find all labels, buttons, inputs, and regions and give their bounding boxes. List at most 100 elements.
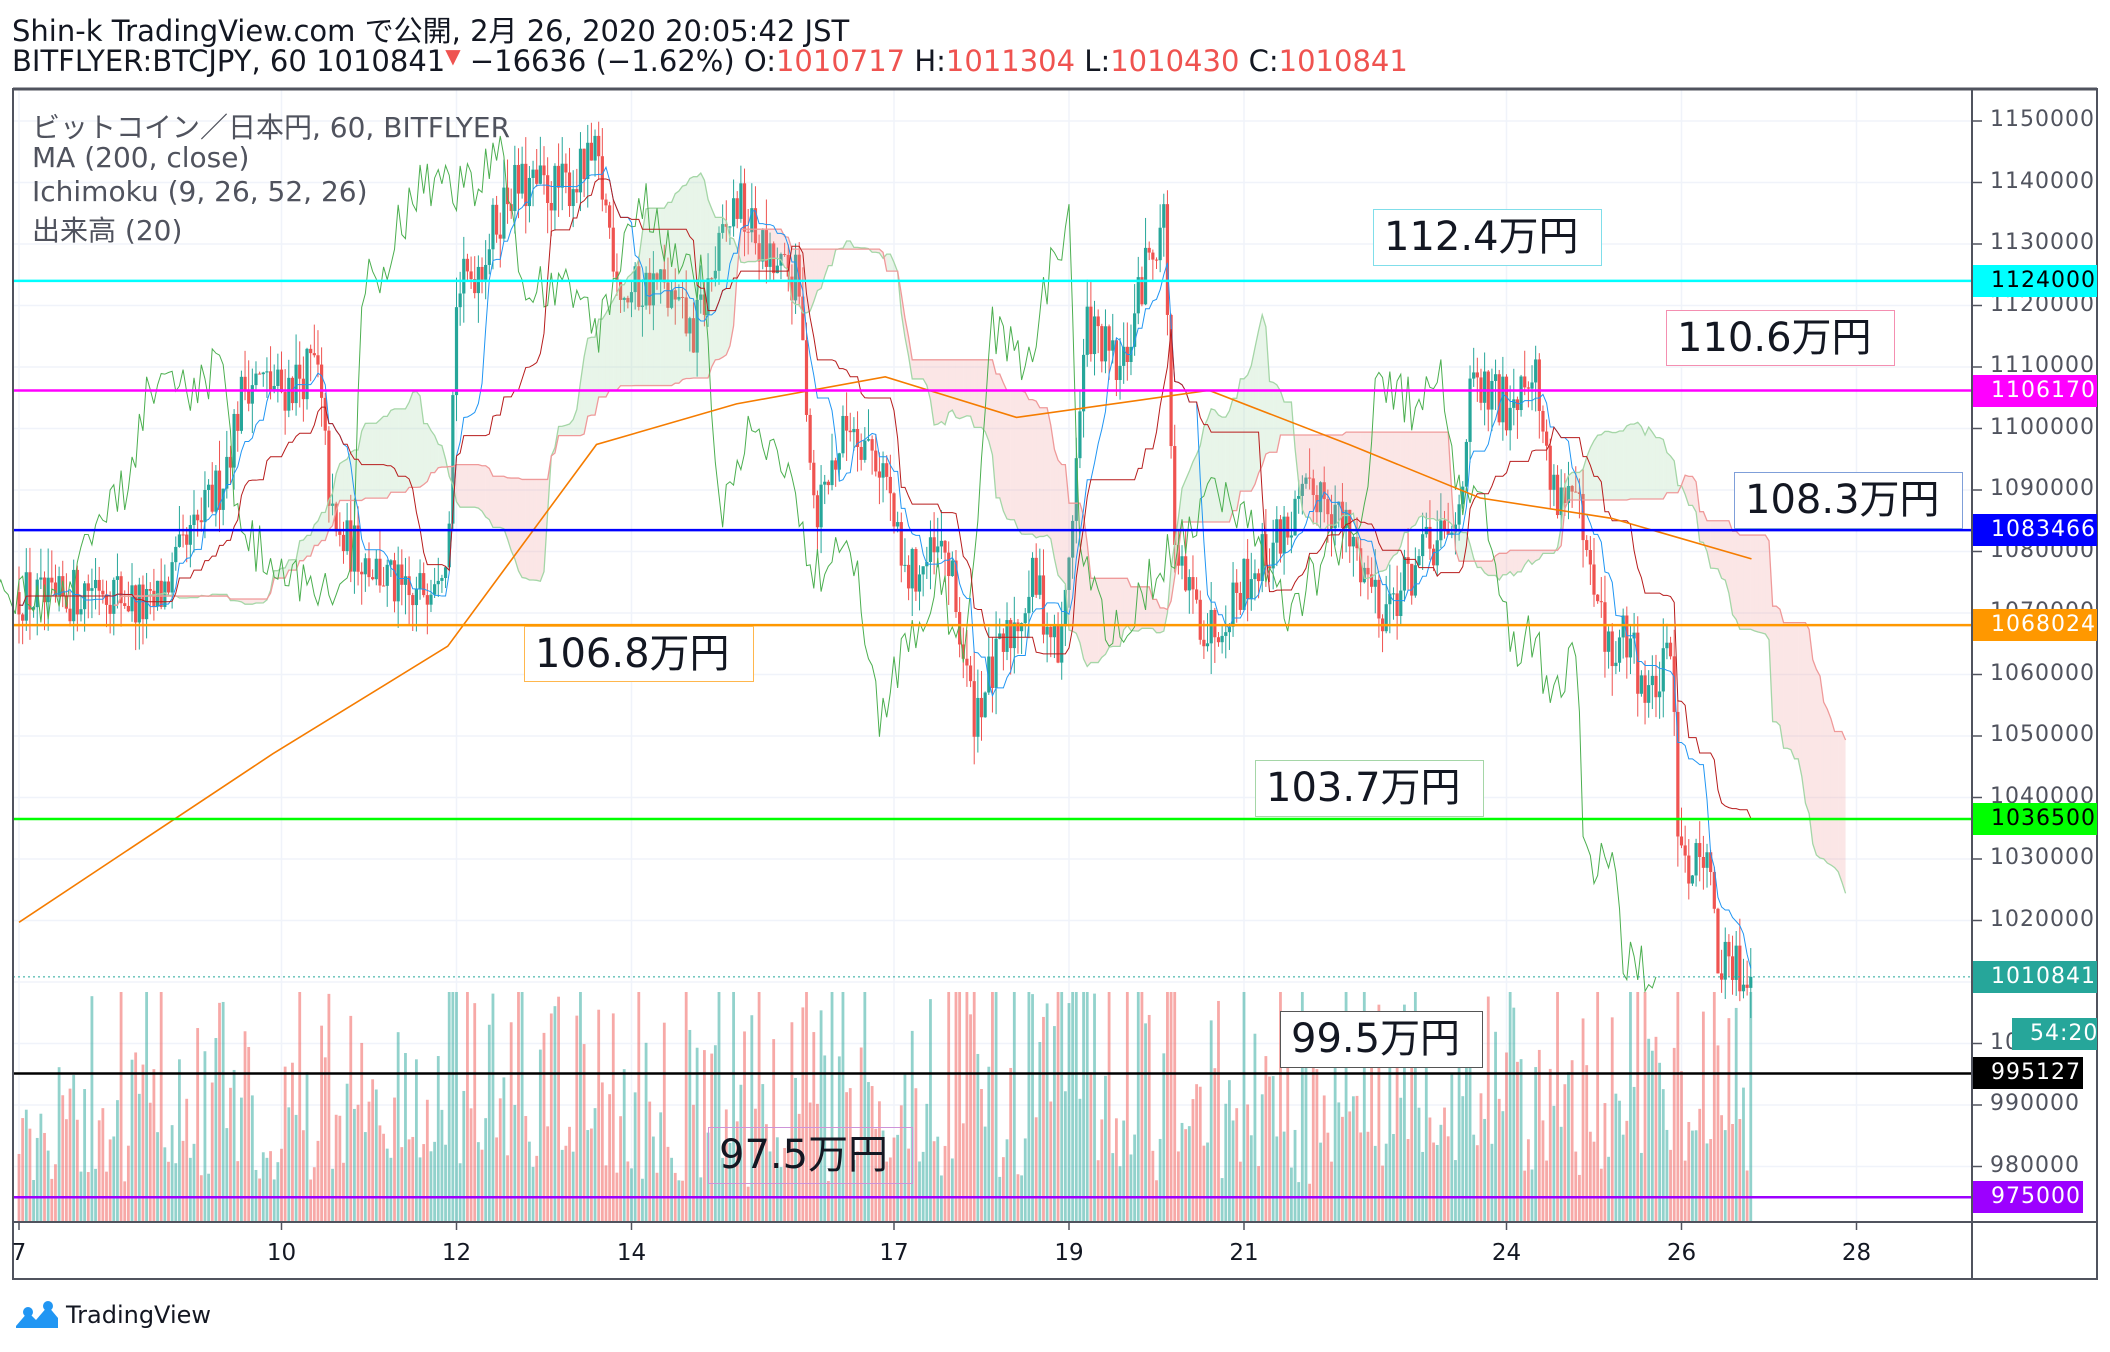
candle-body	[473, 279, 477, 294]
level-label-1083466[interactable]: 108.3万円	[1734, 472, 1963, 529]
ichimoku-cloud-segment	[613, 293, 617, 391]
volume-bar	[881, 1130, 885, 1222]
candle	[1734, 930, 1738, 996]
candle-body	[702, 294, 707, 315]
volume-bar	[353, 1108, 356, 1222]
volume-bar	[1289, 1167, 1293, 1222]
level-label-1106170[interactable]: 110.6万円	[1666, 310, 1895, 366]
candle-body	[1293, 498, 1297, 536]
volume-bar	[28, 1128, 32, 1222]
volume-bar	[1691, 1130, 1694, 1222]
legend-ichimoku[interactable]: Ichimoku (9, 26, 52, 26)	[32, 175, 368, 208]
candle	[1694, 838, 1698, 887]
ichimoku-cloud-segment	[1787, 622, 1791, 750]
legend-ma[interactable]: MA (200, close)	[32, 141, 250, 174]
candle	[651, 251, 655, 331]
ichimoku-cloud-segment	[1488, 561, 1492, 576]
candle	[487, 233, 491, 275]
level-label-1036500[interactable]: 103.7万円	[1255, 760, 1484, 817]
ichimoku-cloud-segment	[1335, 435, 1339, 526]
price-tag-995127: 995127	[1973, 1057, 2083, 1090]
candle-body	[527, 177, 532, 207]
time-tick-label: 17	[879, 1240, 909, 1266]
volume-bar	[126, 1145, 130, 1222]
candle-body	[604, 199, 608, 206]
candle-body	[1209, 609, 1213, 644]
volume-bar	[385, 1148, 389, 1222]
candle-body	[1730, 956, 1735, 980]
legend-volume[interactable]: 出来高 (20)	[32, 214, 183, 247]
candle	[414, 576, 418, 632]
symbol-name[interactable]: BITFLYER:BTCJPY, 60	[12, 44, 307, 78]
tradingview-logo[interactable]: TradingView	[14, 1300, 211, 1330]
volume-bar	[1545, 1160, 1549, 1222]
volume-bar	[1537, 1049, 1541, 1222]
candle	[1548, 438, 1552, 509]
ichimoku-cloud-segment	[492, 476, 497, 528]
volume-bar	[1632, 1086, 1636, 1222]
volume-bar	[531, 1166, 535, 1222]
candle-body	[1683, 845, 1687, 856]
ichimoku-cloud-segment	[1426, 432, 1430, 519]
candle-body	[651, 273, 655, 306]
ichimoku-cloud-segment	[1419, 432, 1423, 518]
volume-bar	[298, 992, 302, 1222]
volume-bar	[513, 1104, 517, 1222]
ichimoku-cloud-segment	[966, 359, 971, 417]
ichimoku-cloud-segment	[1079, 503, 1084, 659]
ichimoku-cloud-segment	[795, 249, 800, 305]
candle	[578, 132, 583, 212]
level-label-975000[interactable]: 97.5万円	[708, 1127, 913, 1184]
volume-bar	[743, 1031, 746, 1222]
candle-body	[1063, 589, 1067, 627]
volume-bar	[1231, 1120, 1235, 1222]
candle	[626, 295, 630, 309]
volume-bar	[90, 996, 94, 1222]
candle	[812, 449, 816, 509]
volume-bar	[1279, 992, 1282, 1222]
ichimoku-cloud-segment	[259, 598, 264, 604]
ichimoku-cloud-segment	[1112, 578, 1117, 647]
candle	[1158, 204, 1162, 273]
volume-bar	[1505, 1052, 1508, 1222]
level-label-995127[interactable]: 99.5万円	[1280, 1011, 1483, 1068]
ichimoku-cloud-segment	[398, 408, 402, 493]
volume-bar	[1516, 1061, 1519, 1222]
candle	[371, 569, 375, 581]
candle	[1318, 481, 1323, 530]
candle-body	[863, 440, 867, 460]
candle-body	[987, 656, 991, 693]
legend-symbol[interactable]: ビットコイン／日本円, 60, BITFLYER	[32, 111, 511, 144]
time-tick-label: 12	[441, 1240, 472, 1266]
candle-body	[283, 392, 287, 411]
volume-bar	[418, 1157, 422, 1222]
candle-body	[1559, 487, 1563, 516]
volume-bar	[1610, 1017, 1614, 1222]
level-label-1068024[interactable]: 106.8万円	[524, 626, 754, 682]
volume-bar	[1351, 1096, 1355, 1222]
candle	[1041, 549, 1046, 644]
candle	[1687, 839, 1691, 900]
ichimoku-cloud-segment	[627, 273, 632, 386]
candle-body	[1348, 509, 1352, 547]
volume-bar	[557, 996, 560, 1222]
candle-body	[1074, 458, 1078, 521]
candle-body	[615, 271, 619, 280]
ichimoku-cloud-segment	[751, 229, 756, 262]
candle	[290, 376, 295, 411]
candle-body	[163, 581, 167, 607]
volume-bar	[1618, 1100, 1621, 1222]
price-tag-975000: 975000	[1973, 1181, 2083, 1214]
ichimoku-cloud-segment	[813, 249, 818, 302]
ichimoku-cloud-segment	[755, 229, 760, 262]
volume-bar	[597, 1009, 601, 1222]
candle-body	[936, 546, 940, 553]
volume-bar	[972, 992, 976, 1222]
volume-bar	[1661, 1089, 1665, 1222]
ichimoku-cloud-segment	[1685, 475, 1689, 506]
volume-bar	[1176, 1151, 1180, 1222]
volume-bar	[301, 1130, 305, 1222]
candle	[1030, 552, 1035, 613]
level-label-1124000[interactable]: 112.4万円	[1373, 209, 1602, 266]
